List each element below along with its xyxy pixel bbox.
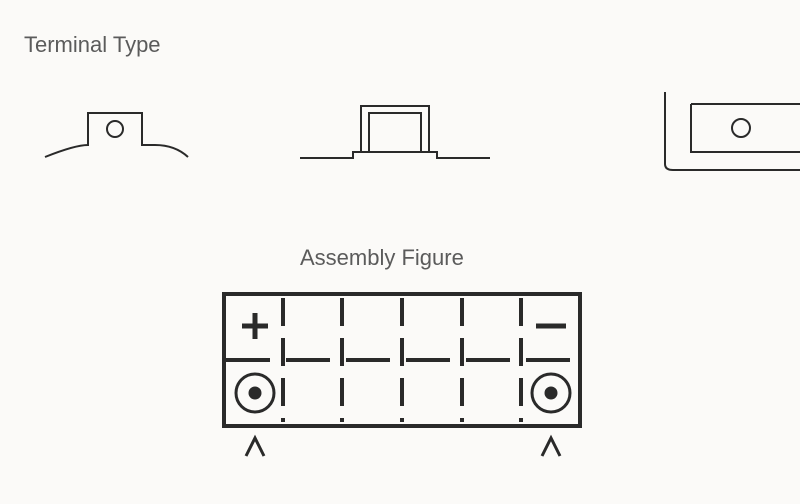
terminal-post-right bbox=[532, 374, 570, 412]
arrow-marker-left bbox=[246, 438, 264, 456]
positive-marker bbox=[242, 313, 268, 339]
terminal-icon-bolt-tab bbox=[40, 95, 190, 170]
terminal-icon-side-bolt bbox=[655, 86, 800, 176]
assembly-figure bbox=[218, 288, 588, 468]
terminal-type-label: Terminal Type bbox=[24, 32, 161, 58]
terminal-icon-post-cap bbox=[295, 92, 495, 170]
arrow-marker-right bbox=[542, 438, 560, 456]
terminal-post-left bbox=[236, 374, 274, 412]
assembly-figure-label: Assembly Figure bbox=[300, 245, 464, 271]
